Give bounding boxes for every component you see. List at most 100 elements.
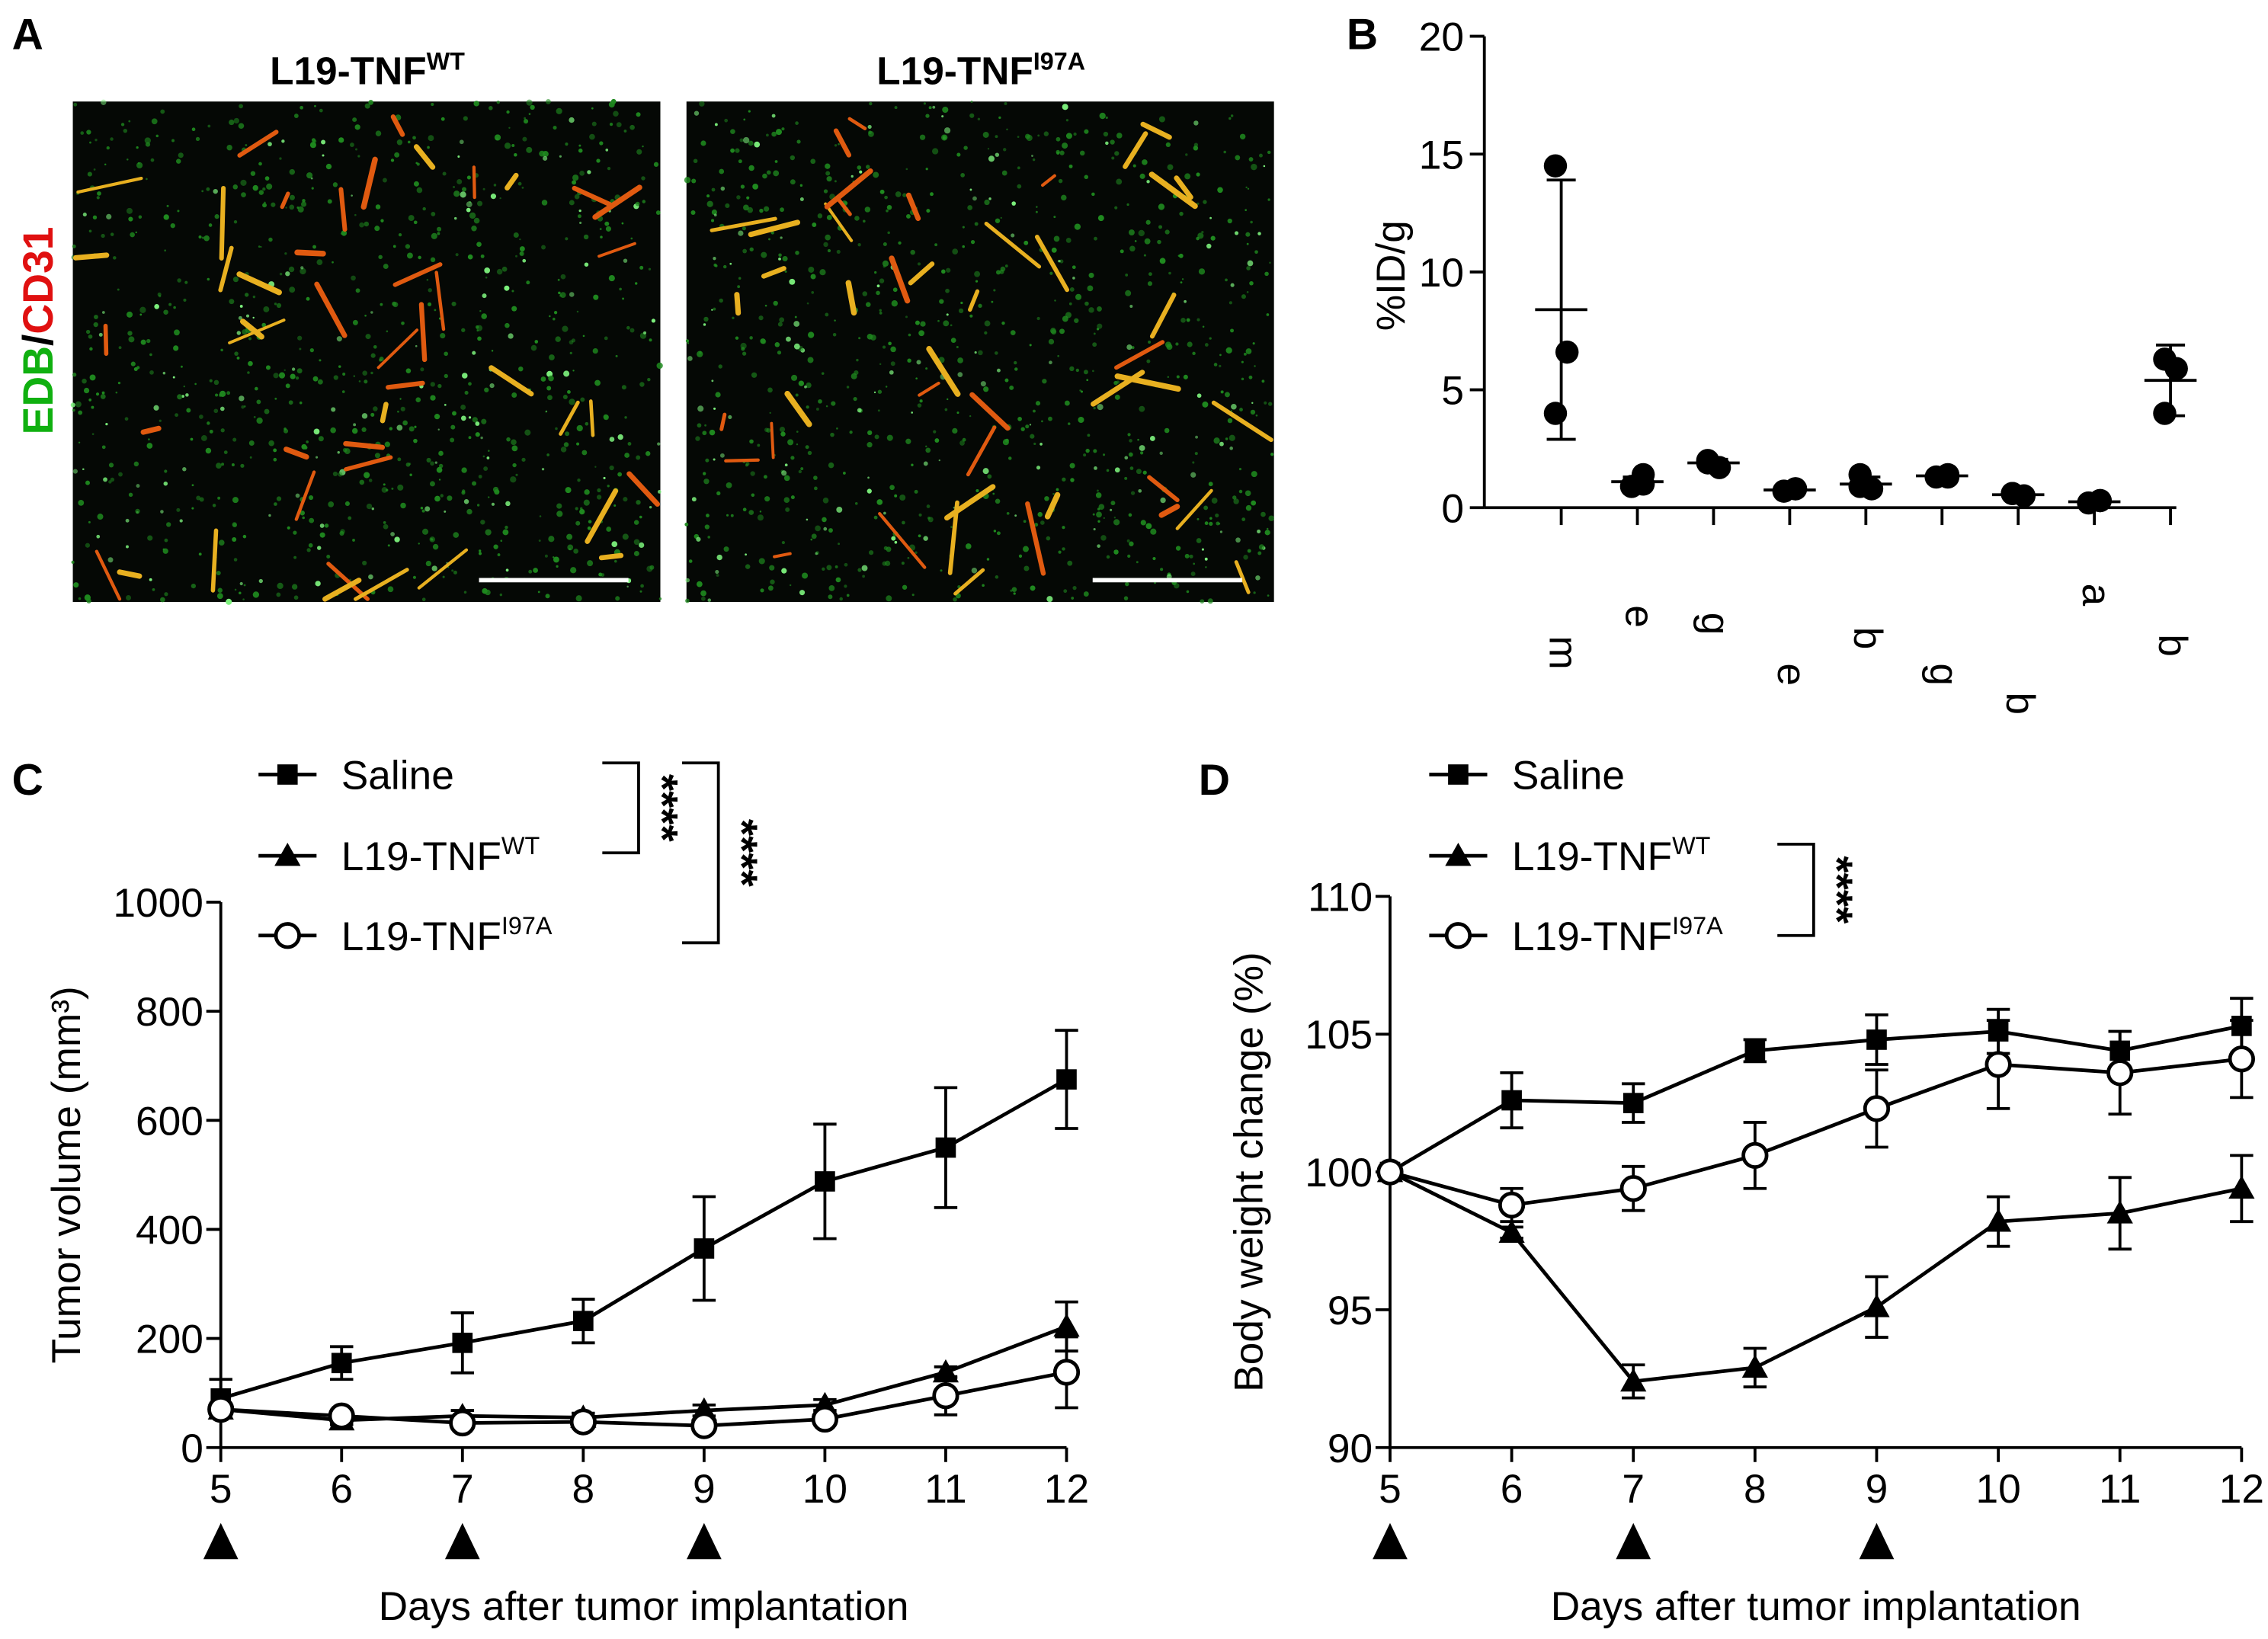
speckle	[1046, 536, 1051, 541]
title-main: L19-TNF	[270, 48, 427, 92]
speckle	[426, 278, 429, 281]
speckle	[1061, 194, 1067, 201]
speckle	[606, 527, 612, 532]
vessel	[944, 484, 996, 521]
speckle	[427, 146, 430, 149]
title-sup: I97A	[1033, 47, 1085, 75]
speckle	[1069, 287, 1075, 292]
point	[1783, 477, 1808, 501]
speckle	[309, 517, 315, 523]
speckle	[549, 315, 551, 318]
speckle	[154, 304, 159, 309]
speckle	[268, 514, 271, 517]
speckle	[284, 252, 287, 255]
speckle	[226, 144, 232, 151]
speckle	[556, 511, 563, 517]
speckle	[232, 522, 237, 527]
speckle	[173, 306, 176, 309]
speckle	[699, 101, 705, 107]
speckle	[311, 138, 316, 142]
speckle	[232, 537, 237, 543]
speckle	[309, 142, 316, 149]
speckle	[749, 247, 754, 251]
speckle	[657, 442, 661, 446]
speckle	[1211, 498, 1218, 504]
speckle	[633, 550, 639, 556]
speckle	[383, 483, 386, 486]
speckle	[1241, 517, 1246, 521]
speckle	[1072, 277, 1075, 280]
speckle	[394, 152, 400, 158]
speckle	[898, 241, 902, 245]
speckle	[572, 370, 575, 372]
speckle	[700, 140, 706, 146]
speckle	[946, 267, 951, 273]
speckle	[271, 202, 276, 207]
speckle	[512, 463, 517, 468]
speckle	[274, 303, 277, 306]
speckle	[700, 596, 706, 601]
speckle	[884, 195, 888, 200]
speckle	[370, 311, 373, 314]
speckle	[135, 231, 137, 234]
speckle	[319, 359, 322, 362]
speckle	[461, 491, 466, 495]
speckle	[1034, 523, 1039, 527]
speckle	[1042, 379, 1047, 384]
image-title: L19-TNFI97A	[876, 47, 1085, 92]
speckle	[1129, 466, 1134, 470]
speckle	[510, 476, 517, 483]
speckle	[763, 475, 767, 479]
speckle	[1239, 133, 1246, 140]
x-tick-label: 9	[693, 1467, 716, 1512]
speckle	[760, 588, 764, 593]
speckle	[459, 139, 464, 145]
speckle	[640, 584, 644, 588]
speckle	[1247, 260, 1254, 267]
speckle	[613, 504, 617, 507]
speckle	[1194, 452, 1198, 456]
speckle	[1257, 232, 1261, 235]
speckle	[810, 274, 816, 280]
speckle	[696, 536, 701, 542]
speckle	[85, 543, 91, 548]
speckle	[316, 259, 323, 266]
speckle	[273, 373, 279, 379]
speckle	[472, 417, 478, 423]
vessel	[322, 578, 362, 602]
speckle	[950, 526, 953, 528]
speckle	[553, 317, 556, 321]
speckle	[352, 117, 357, 123]
speckle	[526, 280, 530, 285]
x-tick-label: b	[1997, 692, 2042, 715]
speckle	[1241, 360, 1244, 363]
speckle	[1013, 592, 1016, 595]
speckle	[1063, 589, 1068, 594]
vessel	[597, 242, 636, 258]
speckle	[499, 197, 501, 200]
speckle	[541, 245, 546, 250]
speckle	[745, 553, 747, 556]
speckle	[177, 210, 180, 213]
speckle	[730, 148, 735, 153]
speckle	[355, 288, 360, 293]
speckle	[939, 299, 944, 304]
speckle	[587, 560, 594, 567]
speckle	[1139, 405, 1145, 412]
speckle	[396, 139, 403, 146]
speckle	[691, 497, 697, 502]
speckle	[1009, 386, 1014, 390]
speckle	[185, 393, 189, 397]
legend-label: Saline	[341, 754, 454, 799]
vessel	[1148, 171, 1198, 210]
speckle	[769, 565, 775, 571]
speckle	[330, 427, 336, 434]
vessel	[1025, 501, 1046, 576]
speckle	[491, 350, 494, 352]
speckle	[176, 507, 181, 512]
speckle	[239, 104, 243, 109]
speckle	[364, 379, 368, 384]
speckle	[798, 380, 805, 386]
stain-part: /	[14, 335, 62, 346]
vessel	[748, 219, 801, 238]
